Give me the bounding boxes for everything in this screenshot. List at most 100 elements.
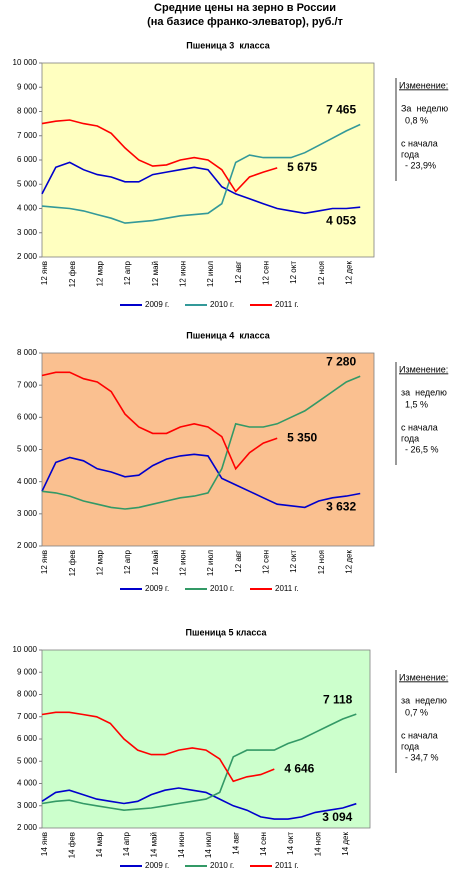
y-tick-label: 2 000 xyxy=(17,541,38,550)
x-tick-label: 12 ноя xyxy=(317,550,326,574)
chart-title: Пшеница 3 класса xyxy=(186,40,271,50)
x-tick-label: 12 дек xyxy=(344,261,353,285)
y-tick-label: 9 000 xyxy=(17,82,38,91)
chart-title: Пшеница 4 класса xyxy=(186,330,271,340)
x-tick-label: 12 ноя xyxy=(317,261,326,285)
page-subtitle: (на базисе франко-элеватор), руб./т xyxy=(147,16,343,28)
legend-label: 2009 г. xyxy=(145,584,169,593)
x-tick-label: 12 июл xyxy=(206,261,215,287)
value-label: 5 675 xyxy=(287,160,317,174)
x-tick-label: 12 авг xyxy=(234,550,243,573)
y-tick-label: 5 000 xyxy=(17,179,38,188)
annotation-week-value: 0,8 % xyxy=(405,115,428,125)
x-tick-label: 12 сен xyxy=(261,550,270,574)
annotation-ytd-label: с начала xyxy=(401,730,438,740)
series-line xyxy=(41,787,357,820)
y-tick-label: 7 000 xyxy=(17,712,38,721)
annotation-week-value: 1,5 % xyxy=(405,399,428,409)
value-label: 7 118 xyxy=(323,692,353,706)
x-tick-label: 14 янв xyxy=(40,832,49,856)
x-tick-label: 12 май xyxy=(151,261,160,287)
plot-area xyxy=(41,352,375,547)
legend-label: 2011 г. xyxy=(275,861,299,870)
x-tick-label: 12 июн xyxy=(178,550,187,576)
y-tick-label: 7 000 xyxy=(17,380,38,389)
x-tick-label: 12 мар xyxy=(95,549,104,575)
value-label: 7 280 xyxy=(326,354,356,368)
legend-label: 2011 г. xyxy=(275,584,299,593)
y-tick-label: 7 000 xyxy=(17,131,38,140)
y-tick-label: 6 000 xyxy=(17,155,38,164)
chart-title: Пшеница 5 класса xyxy=(185,627,267,637)
value-label: 3 094 xyxy=(322,810,352,824)
x-tick-label: 14 окт xyxy=(286,832,295,855)
y-tick-label: 3 000 xyxy=(17,509,38,518)
y-tick-label: 10 000 xyxy=(13,58,38,67)
x-tick-label: 14 сен xyxy=(259,832,268,856)
series-line xyxy=(41,711,275,783)
series-line xyxy=(41,119,278,193)
series-line xyxy=(41,371,278,471)
x-tick-label: 12 апр xyxy=(123,549,132,574)
y-tick-label: 3 000 xyxy=(17,228,38,237)
x-tick-label: 14 авг xyxy=(231,832,240,855)
plot-area xyxy=(41,649,371,829)
x-tick-label: 14 ноя xyxy=(313,832,322,856)
y-tick-label: 4 000 xyxy=(17,204,38,213)
x-tick-label: 12 июл xyxy=(206,550,215,576)
legend-label: 2011 г. xyxy=(275,300,299,309)
x-tick-label: 14 фев xyxy=(67,832,76,858)
series-line xyxy=(41,375,361,510)
series-line xyxy=(41,123,361,224)
x-tick-label: 12 авг xyxy=(234,261,243,284)
y-tick-label: 3 000 xyxy=(17,801,38,810)
legend-label: 2010 г. xyxy=(210,300,234,309)
annotation-week-label: за неделю xyxy=(401,695,447,705)
series-line xyxy=(41,453,361,509)
x-tick-label: 14 июл xyxy=(204,832,213,858)
x-tick-label: 14 апр xyxy=(122,831,131,856)
y-tick-label: 2 000 xyxy=(17,252,38,261)
x-tick-label: 12 окт xyxy=(289,261,298,284)
y-tick-label: 2 000 xyxy=(17,823,38,832)
y-tick-label: 8 000 xyxy=(17,690,38,699)
y-tick-label: 8 000 xyxy=(17,348,38,357)
annotation-heading: Изменение: xyxy=(399,364,448,374)
legend-label: 2009 г. xyxy=(145,861,169,870)
x-tick-label: 12 фев xyxy=(68,550,77,576)
annotation-ytd-label: с начала xyxy=(401,422,438,432)
x-tick-label: 12 май xyxy=(151,550,160,576)
series-line xyxy=(41,161,361,215)
y-tick-label: 5 000 xyxy=(17,756,38,765)
y-tick-label: 4 000 xyxy=(17,477,38,486)
value-label: 5 350 xyxy=(287,430,317,444)
x-tick-label: 14 мар xyxy=(95,831,104,857)
x-tick-label: 12 июн xyxy=(178,261,187,287)
x-tick-label: 12 сен xyxy=(261,261,270,285)
annotation-heading: Изменение: xyxy=(399,80,448,90)
legend-label: 2009 г. xyxy=(145,300,169,309)
x-tick-label: 12 янв xyxy=(40,261,49,285)
y-tick-label: 8 000 xyxy=(17,107,38,116)
page-title: Средние цены на зерно в России xyxy=(154,2,336,14)
x-tick-label: 12 мар xyxy=(95,260,104,286)
x-tick-label: 12 фев xyxy=(68,261,77,287)
value-label: 4 646 xyxy=(284,761,314,775)
y-tick-label: 4 000 xyxy=(17,779,38,788)
value-label: 4 053 xyxy=(326,213,356,227)
annotation-ytd-label: года xyxy=(401,149,419,159)
annotation-ytd-value: - 26,5 % xyxy=(405,444,439,454)
x-tick-label: 14 дек xyxy=(341,832,350,856)
x-tick-label: 12 апр xyxy=(123,260,132,285)
annotation-ytd-label: с начала xyxy=(401,138,438,148)
annotation-heading: Изменение: xyxy=(399,672,448,682)
annotation-ytd-value: - 23,9% xyxy=(405,160,436,170)
x-tick-label: 12 янв xyxy=(40,550,49,574)
y-tick-label: 10 000 xyxy=(13,645,38,654)
x-tick-label: 12 окт xyxy=(289,550,298,573)
value-label: 7 465 xyxy=(326,103,356,117)
legend-label: 2010 г. xyxy=(210,861,234,870)
annotation-week-label: за неделю xyxy=(401,387,447,397)
annotation-week-value: 0,7 % xyxy=(405,707,428,717)
